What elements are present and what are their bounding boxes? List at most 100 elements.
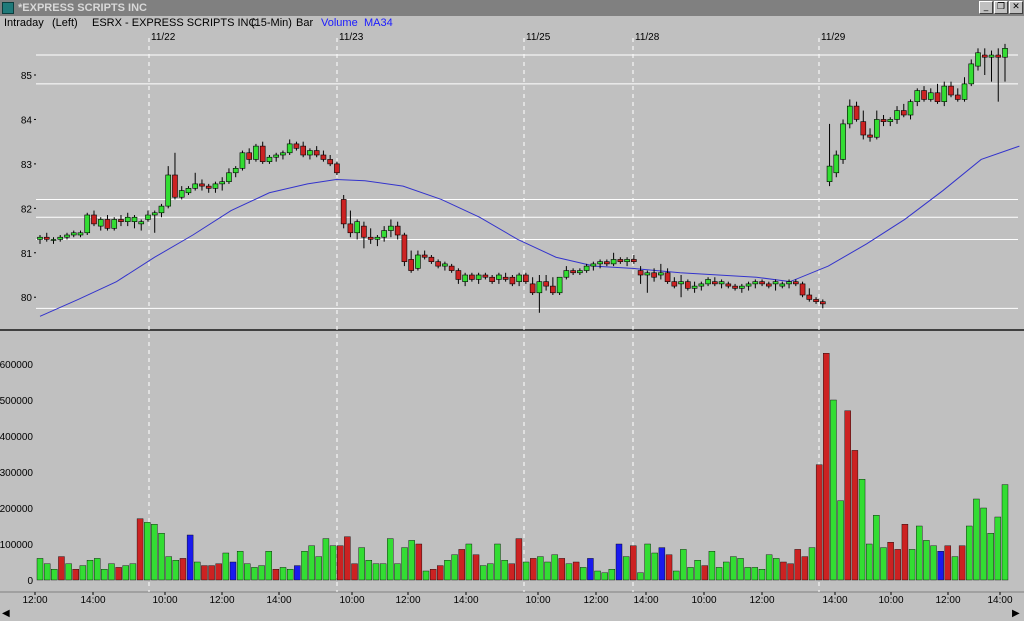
minimize-button[interactable]: _ xyxy=(979,1,993,14)
volume-bar xyxy=(701,565,708,581)
candle-body xyxy=(604,261,610,265)
volume-bar xyxy=(136,518,144,581)
candle-body xyxy=(954,94,961,100)
volume-bar xyxy=(251,567,258,581)
volume-tick-label: 500000 xyxy=(0,396,33,407)
volume-bar xyxy=(851,450,859,581)
volume-bar xyxy=(458,549,465,581)
volume-bar xyxy=(394,563,401,581)
volume-bar xyxy=(272,569,280,581)
date-label: 11/28 xyxy=(635,32,660,43)
candle-body xyxy=(354,221,360,234)
volume-bar xyxy=(923,540,930,581)
candle-body xyxy=(705,279,711,285)
volume-bar xyxy=(787,563,794,581)
window-titlebar: *EXPRESS SCRIPTS INC _ ❐ ✕ xyxy=(0,0,1024,16)
volume-bar xyxy=(930,545,937,581)
candle-body xyxy=(57,236,64,240)
volume-bar xyxy=(101,569,108,581)
volume-bar xyxy=(494,543,501,581)
candle-body xyxy=(124,216,131,222)
candle-body xyxy=(712,281,718,285)
scroll-left-arrow[interactable]: ◀ xyxy=(2,608,10,619)
candle-body xyxy=(496,274,502,280)
volume-bar xyxy=(865,543,873,581)
candle-body xyxy=(536,281,543,294)
volume-bar xyxy=(372,563,380,581)
volume-bar xyxy=(472,554,480,581)
volume-bar xyxy=(58,556,65,581)
volume-tick-label: 300000 xyxy=(0,468,33,479)
volume-bar xyxy=(144,522,151,581)
volume-bar xyxy=(1001,484,1009,581)
candle-body xyxy=(340,199,347,225)
candle-body xyxy=(293,143,300,149)
candle-body xyxy=(448,265,455,271)
candle-body xyxy=(37,236,43,240)
date-label: 11/23 xyxy=(339,32,364,43)
volume-bar xyxy=(522,561,530,581)
date-label: 11/25 xyxy=(526,32,551,43)
volume-bar xyxy=(687,567,694,581)
volume-bar xyxy=(179,558,187,581)
restore-button[interactable]: ❐ xyxy=(994,1,1008,14)
volume-bar xyxy=(572,561,580,581)
volume-bar xyxy=(558,558,566,581)
candle-body xyxy=(867,134,873,138)
volume-bar xyxy=(501,560,508,581)
candle-body xyxy=(691,285,698,289)
volume-bar xyxy=(951,556,959,581)
candle-body xyxy=(84,214,91,234)
volume-bar xyxy=(644,543,651,581)
volume-bar xyxy=(858,479,866,581)
volume-bar xyxy=(279,567,287,581)
volume-bar xyxy=(379,563,387,581)
candle-body xyxy=(253,145,259,160)
volume-label: Volume xyxy=(321,17,358,29)
volume-bar xyxy=(615,543,623,581)
candle-body xyxy=(752,281,759,285)
scroll-right-arrow[interactable]: ▶ xyxy=(1012,608,1020,619)
ma-label: MA34 xyxy=(364,17,393,29)
volume-bar xyxy=(422,570,430,581)
volume-bar xyxy=(265,551,272,581)
candle-body xyxy=(502,276,509,280)
candle-body xyxy=(212,183,219,189)
style-label: Bar xyxy=(296,17,314,29)
time-tick-label: 12:00 xyxy=(209,595,234,606)
candle-body xyxy=(853,105,860,120)
candle-body xyxy=(138,221,145,225)
volume-bar xyxy=(780,561,787,581)
volume-bar xyxy=(937,551,944,581)
volume-bar xyxy=(551,554,558,581)
candle-body xyxy=(415,254,421,269)
candle-body xyxy=(381,230,387,238)
candle-body xyxy=(172,174,178,198)
candle-body xyxy=(509,276,516,285)
candle-body xyxy=(455,270,462,280)
volume-bar xyxy=(108,563,115,581)
candle-body xyxy=(97,219,104,227)
volume-bar xyxy=(844,410,851,581)
close-button[interactable]: ✕ xyxy=(1009,1,1023,14)
candle-body xyxy=(846,105,853,125)
time-tick-label: 14:00 xyxy=(633,595,658,606)
volume-bar xyxy=(201,565,208,581)
candle-body xyxy=(523,274,529,282)
candle-body xyxy=(401,234,408,262)
volume-bar xyxy=(337,545,344,581)
date-label: 11/22 xyxy=(151,32,176,43)
volume-bar xyxy=(715,567,723,581)
volume-bar xyxy=(158,533,165,581)
volume-bar xyxy=(401,547,408,581)
candle-body xyxy=(894,110,900,120)
volume-bar xyxy=(437,565,444,581)
volume-bar xyxy=(830,399,837,581)
candle-body xyxy=(590,263,597,267)
candle-body xyxy=(556,276,563,294)
candle-body xyxy=(995,54,1002,58)
volume-bar xyxy=(801,556,809,581)
candle-body xyxy=(313,150,320,156)
volume-bar xyxy=(530,558,537,581)
